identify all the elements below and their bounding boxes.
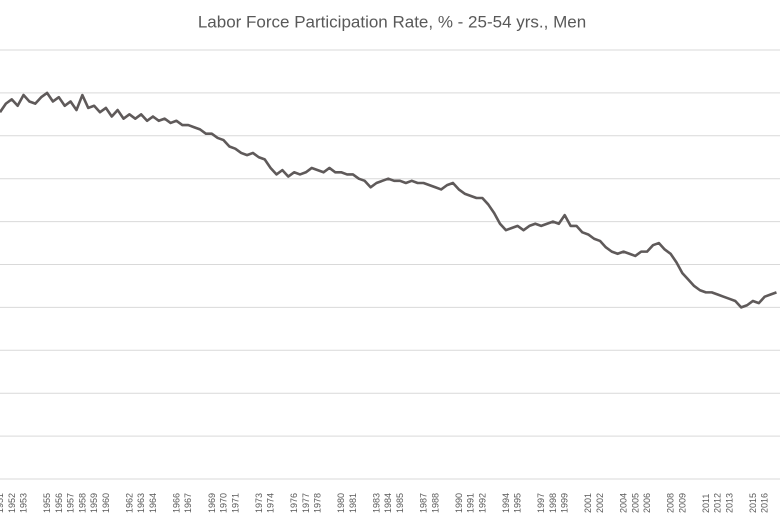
x-tick-label: 1994 (501, 493, 511, 513)
x-tick-label: 2012 (713, 493, 723, 513)
x-tick-label: 1988 (430, 493, 440, 513)
x-tick-label: 1985 (395, 493, 405, 513)
chart-title: Labor Force Participation Rate, % - 25-5… (198, 12, 586, 31)
x-tick-label: 1955 (42, 493, 52, 513)
x-tick-label: 1956 (54, 493, 64, 513)
x-tick-label: 1984 (383, 493, 393, 513)
x-tick-label: 1953 (19, 493, 29, 513)
x-tick-label: 1958 (77, 493, 87, 513)
x-tick-label: 1952 (7, 493, 17, 513)
x-tick-label: 1987 (419, 493, 429, 513)
x-tick-label: 1981 (348, 493, 358, 513)
x-tick-label: 2015 (748, 493, 758, 513)
x-tick-label: 1967 (183, 493, 193, 513)
x-tick-label: 1978 (313, 493, 323, 513)
x-tick-label: 2006 (642, 493, 652, 513)
x-tick-label: 1957 (66, 493, 76, 513)
x-tick-label: 1973 (254, 493, 264, 513)
x-tick-label: 2005 (630, 493, 640, 513)
x-tick-label: 1999 (560, 493, 570, 513)
x-tick-label: 1951 (0, 493, 5, 513)
x-tick-label: 1992 (477, 493, 487, 513)
x-tick-label: 2008 (666, 493, 676, 513)
x-tick-label: 1983 (371, 493, 381, 513)
x-tick-label: 1960 (101, 493, 111, 513)
x-tick-label: 2013 (724, 493, 734, 513)
x-tick-label: 1998 (548, 493, 558, 513)
x-tick-label: 1974 (266, 493, 276, 513)
x-tick-label: 1971 (230, 493, 240, 513)
x-tick-label: 1990 (454, 493, 464, 513)
x-tick-label: 1970 (219, 493, 229, 513)
x-tick-label: 1959 (89, 493, 99, 513)
x-tick-label: 1995 (513, 493, 523, 513)
data-line (0, 91, 777, 309)
x-tick-label: 2009 (677, 493, 687, 513)
x-tick-label: 2016 (760, 493, 770, 513)
x-tick-label: 1980 (336, 493, 346, 513)
x-tick-label: 1969 (207, 493, 217, 513)
x-tick-label: 1977 (301, 493, 311, 513)
x-tick-label: 1976 (289, 493, 299, 513)
x-tick-label: 1966 (171, 493, 181, 513)
x-tick-label: 2002 (595, 493, 605, 513)
x-tick-label: 1962 (124, 493, 134, 513)
x-tick-label: 1997 (536, 493, 546, 513)
x-tick-label: 2001 (583, 493, 593, 513)
x-tick-label: 1991 (466, 493, 476, 513)
x-tick-label: 1964 (148, 493, 158, 513)
x-tick-label: 1963 (136, 493, 146, 513)
x-tick-label: 2011 (701, 494, 711, 513)
x-tick-label: 2004 (619, 493, 629, 513)
